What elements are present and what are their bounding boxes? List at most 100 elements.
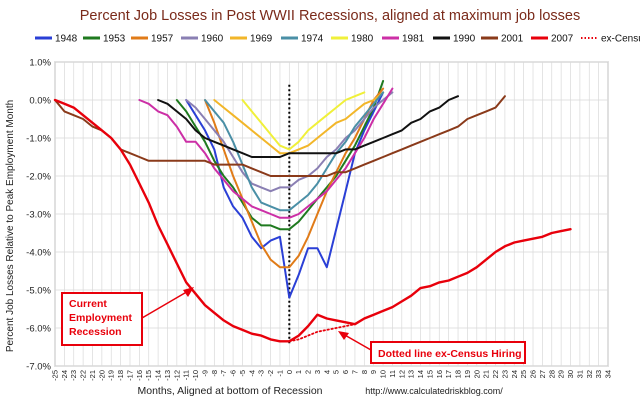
x-tick-label: 13 — [407, 370, 416, 378]
y-axis-title: Percent Job Losses Relative to Peak Empl… — [5, 100, 16, 352]
x-tick-label: 14 — [416, 370, 425, 378]
x-tick-label: -21 — [88, 370, 97, 381]
x-tick-label: -6 — [229, 370, 238, 377]
y-tick-label: -6.0% — [26, 324, 51, 335]
x-tick-label: 9 — [369, 370, 378, 374]
x-tick-label: -9 — [200, 370, 209, 377]
y-tick-label: -4.0% — [26, 248, 51, 259]
legend-label-1974: 1974 — [301, 34, 324, 45]
y-tick-label: 0.0% — [29, 96, 51, 107]
x-tick-label: -1 — [275, 370, 284, 377]
x-tick-label: -4 — [247, 370, 256, 377]
x-tick-label: 5 — [332, 370, 341, 374]
x-tick-label: -8 — [210, 370, 219, 377]
x-tick-label: 1 — [294, 370, 303, 374]
x-tick-label: 18 — [454, 370, 463, 378]
x-tick-label: 25 — [519, 370, 528, 378]
chart-title: Percent Job Losses in Post WWII Recessio… — [80, 8, 580, 24]
annotations: Current Employment Recession Dotted line ex… — [61, 287, 526, 364]
x-tick-label: -15 — [144, 370, 153, 381]
x-tick-label: 21 — [482, 370, 491, 378]
x-tick-label: -13 — [163, 370, 172, 381]
legend-label-1980: 1980 — [351, 34, 374, 45]
annotation-text-census: Dotted line ex-Census Hiring — [378, 348, 522, 360]
x-axis-title: Months, Aligned at bottom of Recession — [137, 385, 322, 397]
annotation-arrowhead-census — [338, 331, 349, 340]
legend-label-1953: 1953 — [103, 34, 126, 45]
x-tick-label: -2 — [266, 370, 275, 377]
x-tick-label: 30 — [566, 370, 575, 378]
y-tick-label: -5.0% — [26, 286, 51, 297]
y-tick-label: -3.0% — [26, 210, 51, 221]
x-tick-label: 28 — [547, 370, 556, 378]
x-tick-label: 4 — [322, 370, 331, 374]
x-tick-label: 17 — [444, 370, 453, 378]
series-line-1969 — [213, 91, 385, 155]
x-tick-label: -20 — [97, 370, 106, 381]
legend-label-2001: 2001 — [501, 34, 524, 45]
x-tick-label: -25 — [51, 370, 60, 381]
series-line-1957 — [204, 87, 385, 269]
y-tick-label: -2.0% — [26, 172, 51, 183]
x-tick-label: -24 — [60, 370, 69, 381]
x-tick-label: 27 — [538, 370, 547, 378]
legend-label-1948: 1948 — [55, 34, 78, 45]
x-tick-label: -17 — [125, 370, 134, 381]
x-tick-label: 24 — [510, 370, 519, 378]
annotation-arrowhead-current — [183, 287, 194, 297]
x-tick-label: 11 — [388, 370, 397, 378]
y-tick-label: -1.0% — [26, 134, 51, 145]
series-line-1960 — [185, 91, 394, 193]
x-tick-label: 33 — [594, 370, 603, 378]
x-tick-label: 22 — [491, 370, 500, 378]
annotation-text-current: Current — [69, 298, 107, 310]
y-tick-label: -7.0% — [26, 362, 51, 373]
x-tick-label: 12 — [397, 370, 406, 378]
x-tick-label: -5 — [238, 370, 247, 377]
annotation-box-census — [370, 341, 526, 364]
x-tick-label: 20 — [472, 370, 481, 378]
legend-label-ex-census: ex-Census — [601, 34, 640, 45]
x-tick-label: 23 — [500, 370, 509, 378]
legend-label-1957: 1957 — [151, 34, 174, 45]
x-tick-label: -23 — [69, 370, 78, 381]
x-tick-label: 26 — [529, 370, 538, 378]
x-tick-label: 3 — [313, 370, 322, 374]
legend: 1948 1953 1957 1960 1969 1974 1980 1981 1990 2001… — [35, 34, 640, 45]
legend-label-2007: 2007 — [551, 34, 574, 45]
x-tick-label: 10 — [379, 370, 388, 378]
x-tick-label: 32 — [585, 370, 594, 378]
series-line-1980 — [241, 91, 366, 151]
x-tick-label: -16 — [135, 370, 144, 381]
x-tick-label: 0 — [285, 370, 294, 374]
x-tick-label: -3 — [257, 370, 266, 377]
x-tick-label: 8 — [360, 370, 369, 374]
x-tick-label: 2 — [304, 370, 313, 374]
legend-label-1990: 1990 — [453, 34, 476, 45]
series-line-2007 — [53, 98, 572, 343]
x-tick-label: 19 — [463, 370, 472, 378]
annotation-arrow-census — [342, 333, 372, 351]
x-tick-label: -14 — [154, 370, 163, 381]
source-url: http://www.calculatedriskblog.com/ — [365, 386, 503, 396]
x-tick-label: 16 — [435, 370, 444, 378]
x-tick-label: -11 — [182, 370, 191, 380]
x-tick-label: -12 — [172, 370, 181, 381]
x-tick-label: -10 — [191, 370, 200, 381]
series-line-1974 — [204, 91, 385, 212]
x-tick-label: -7 — [219, 370, 228, 377]
series-line-1981 — [138, 87, 394, 219]
y-tick-label: 1.0% — [29, 58, 51, 69]
annotation-box-current — [61, 292, 143, 346]
x-tick-label: -22 — [79, 370, 88, 381]
legend-label-1960: 1960 — [201, 34, 224, 45]
x-tick-label: 29 — [557, 370, 566, 378]
series-line-ex-census — [288, 323, 356, 343]
legend-label-1969: 1969 — [250, 34, 273, 45]
series-line-1953 — [175, 80, 385, 231]
x-tick-label: 31 — [575, 370, 584, 378]
x-tick-label: 7 — [350, 370, 359, 374]
x-tick-label: -18 — [116, 370, 125, 381]
annotation-text-current: Recession — [69, 326, 122, 338]
